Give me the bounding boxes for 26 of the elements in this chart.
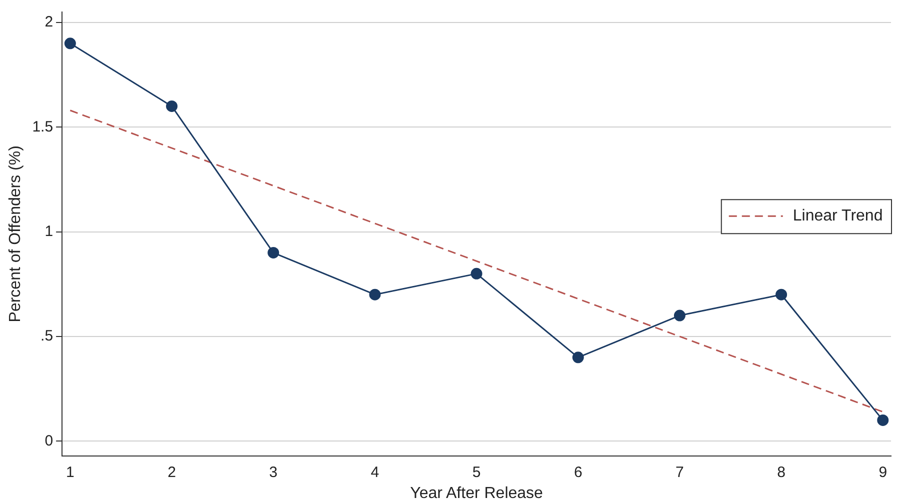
y-tick-label: 0 <box>44 432 54 450</box>
point <box>674 310 686 322</box>
x-tick-label: 1 <box>66 464 74 481</box>
point <box>268 246 280 258</box>
point <box>877 414 889 426</box>
x-tick-label: 7 <box>676 464 684 481</box>
y-tick-label: .5 <box>40 328 54 345</box>
x-tick-label: 3 <box>269 464 278 481</box>
y-tick-label: 1.5 <box>32 118 54 136</box>
x-tick-label: 6 <box>574 464 582 481</box>
point <box>369 288 381 300</box>
x-tick-label: 9 <box>878 464 888 481</box>
y-tick-label: 1 <box>44 222 54 240</box>
legend-label: Linear Trend <box>792 208 883 225</box>
x-tick-label: 5 <box>472 464 481 481</box>
x-axis-title: Year After Release <box>410 484 544 502</box>
y-tick-label: 2 <box>44 14 54 31</box>
point <box>572 352 584 364</box>
y-axis-title: Percent of Offenders (%) <box>7 146 24 322</box>
point <box>166 100 178 112</box>
point <box>64 38 76 50</box>
point <box>776 288 788 300</box>
x-tick-label: 8 <box>777 464 786 481</box>
x-tick-label: 4 <box>370 464 380 481</box>
point <box>470 268 482 280</box>
x-tick-label: 2 <box>168 464 176 481</box>
